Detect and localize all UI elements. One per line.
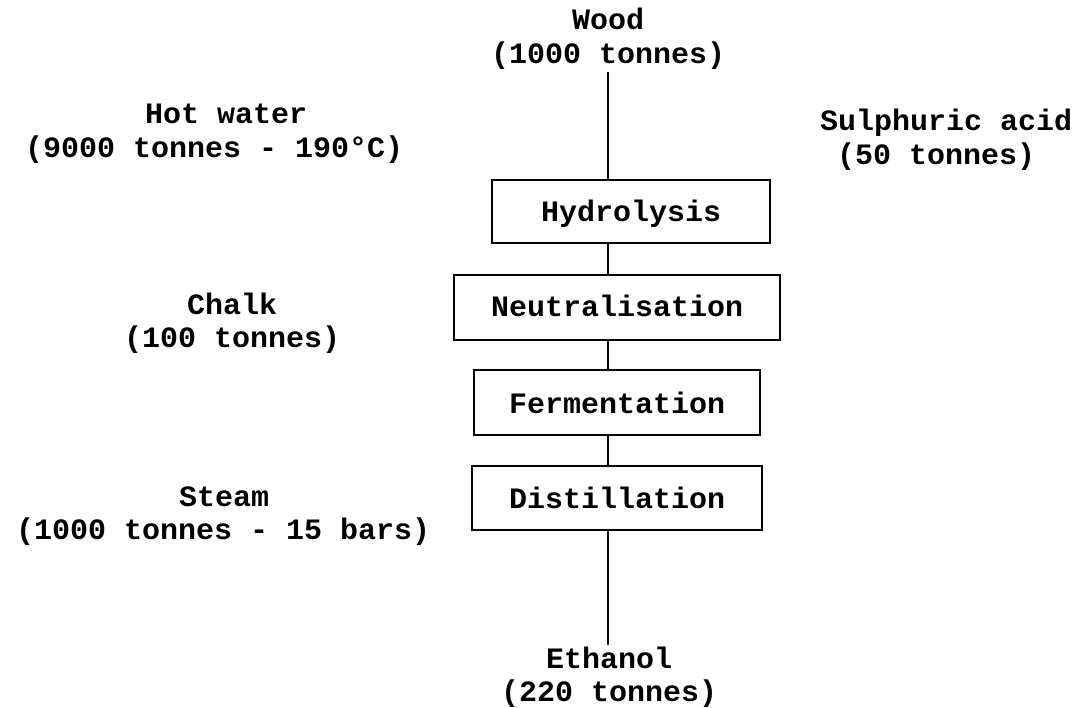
step-box [491,179,771,244]
product-amount: (220 tonnes) [501,677,717,708]
input-amount: (100 tonnes) [124,323,340,357]
step-label: Neutralisation [491,292,743,326]
input-amount: (9000 tonnes - 190°C) [25,133,403,167]
step-label: Distillation [509,484,725,518]
input-label: Sulphuric acid [820,106,1072,140]
step-label: Fermentation [509,389,725,423]
step-box [473,369,761,436]
input-amount: (50 tonnes) [837,140,1035,174]
source-label: Wood [572,5,644,39]
input-label: Chalk [187,290,277,324]
input-amount: (1000 tonnes - 15 bars) [16,515,430,549]
source-amount: (1000 tonnes) [491,39,725,73]
product-label: Ethanol [546,644,672,678]
input-label: Hot water [145,99,307,133]
input-label: Steam [179,482,269,516]
step-box [453,274,781,341]
step-label: Hydrolysis [541,197,721,231]
step-box [471,465,763,531]
